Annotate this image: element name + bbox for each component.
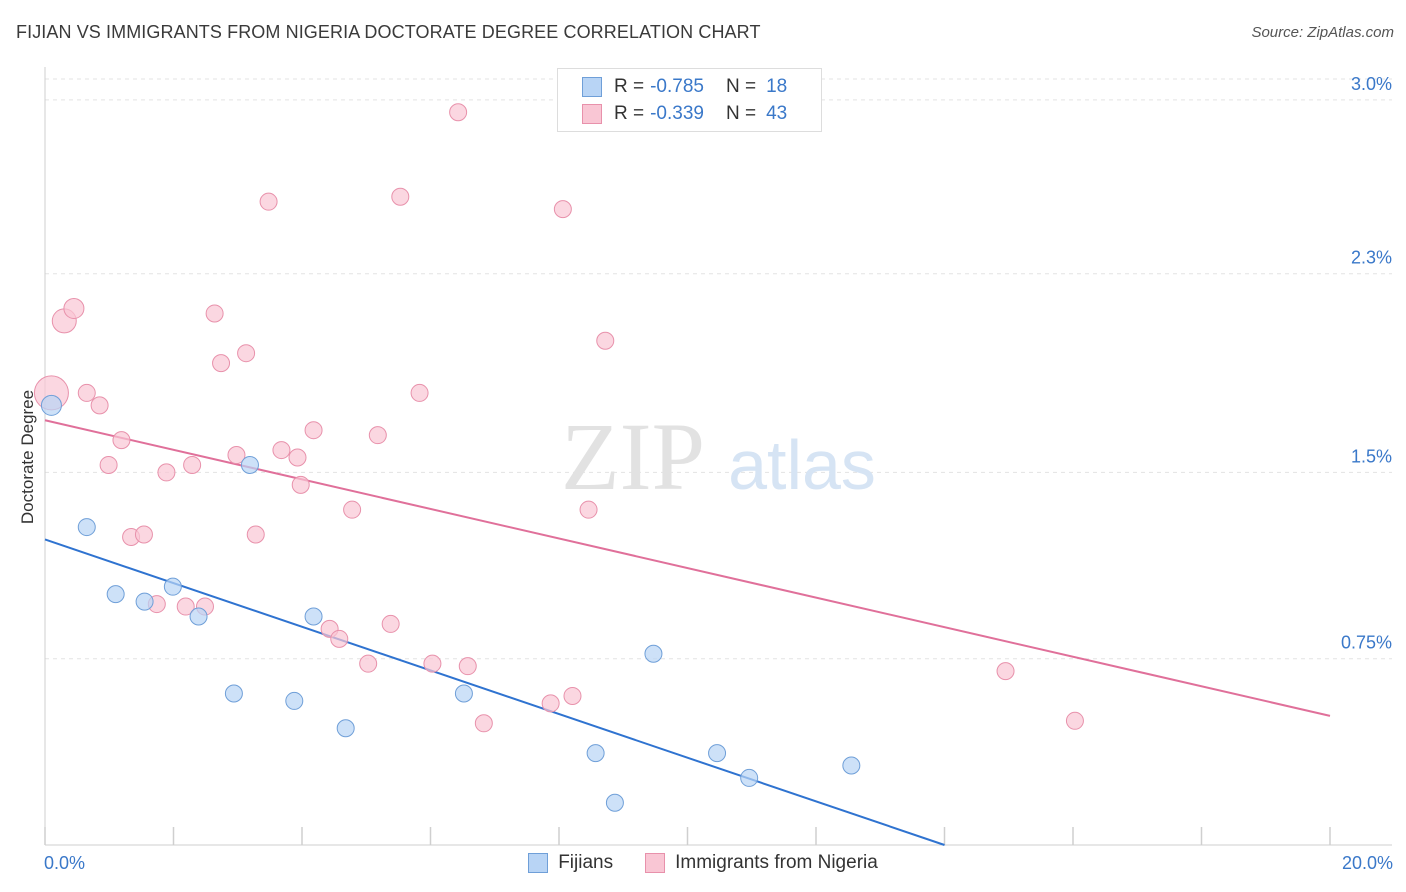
nigeria-point [1065,711,1084,730]
nigeria-point [343,500,362,519]
nigeria-trend-line [44,419,1331,717]
correlation-legend: R = -0.785 N = 18 R = -0.339 N = 43 [557,68,822,132]
nigeria-point [304,421,323,440]
nigeria-point [63,297,85,319]
fijians-legend-swatch [528,853,549,873]
nigeria-point [183,455,202,474]
trend-lines [44,419,1331,846]
y-tick-label: 1.5% [1351,446,1392,466]
chart-title: FIJIAN VS IMMIGRANTS FROM NIGERIA DOCTOR… [16,22,761,42]
fijians-point [106,585,125,604]
nigeria-point [391,187,410,206]
nigeria-point [474,714,493,733]
nigeria-point [996,662,1015,681]
nigeria-point [291,475,310,494]
nigeria-point [458,657,477,676]
fijians-point [77,518,96,537]
nigeria-point [579,500,598,519]
fijians-trend-line [44,538,945,846]
axes [44,67,1392,846]
r-label: R = [614,103,645,124]
nigeria-point [90,396,109,415]
nigeria-point [272,441,291,460]
r-label: R = [614,76,645,97]
nigeria-point [541,694,560,713]
nigeria-point [359,654,378,673]
source-credit: Source: ZipAtlas.com [1251,24,1394,41]
fijians-point [224,684,243,703]
nigeria-r-value: -0.339 [650,103,704,124]
fijians-point [189,607,208,626]
nigeria-point [449,103,468,122]
nigeria-point [176,597,195,616]
fijians-point [708,744,727,763]
nigeria-point [134,525,153,544]
nigeria-point [237,344,256,363]
nigeria-point [99,455,118,474]
fijians-n-value: 18 [766,76,788,97]
nigeria-point [246,525,265,544]
fijians-point [586,744,605,763]
fijians-point [40,394,62,416]
legend-item-nigeria[interactable]: Immigrants from Nigeria [645,852,878,874]
x-tick-labels: 0.0% 20.0% [44,853,1393,873]
fijians-point [135,592,154,611]
fijians-point [240,455,259,474]
nigeria-point [205,304,224,323]
fijians-point [740,768,759,787]
nigeria-legend-swatch [645,853,666,873]
watermark-atlas: atlas [728,426,876,504]
series-legend: Fijians Immigrants from Nigeria [0,852,1406,874]
fijians-point [285,691,304,710]
fijians-r-value: -0.785 [650,76,704,97]
nigeria-point [423,654,442,673]
fijians-point [454,684,473,703]
legend-row-nigeria: R = -0.339 N = 43 [582,102,787,126]
y-tick-label: 2.3% [1351,248,1392,268]
nigeria-point [77,383,96,402]
x-tick-label: 0.0% [44,853,85,873]
nigeria-point [563,686,582,705]
legend-item-fijians[interactable]: Fijians [528,852,613,874]
watermark: ZIP atlas [561,403,876,510]
nigeria-point [330,629,349,648]
fijians-point [605,793,624,812]
fijians-point [336,719,355,738]
nigeria-point [553,200,572,219]
nigeria-point [381,614,400,633]
fijians-point [644,644,663,663]
nigeria-swatch [582,104,602,124]
grid-lines [45,78,1392,660]
nigeria-n-value: 43 [766,103,788,124]
nigeria-point [157,463,176,482]
y-tick-label: 0.75% [1341,633,1392,653]
x-tick-label: 20.0% [1342,853,1393,873]
n-label: N = [725,103,757,124]
y-tick-label: 3.0% [1351,74,1392,94]
legend-row-fijians: R = -0.785 N = 18 [582,75,787,99]
nigeria-point [112,431,131,450]
nigeria-point [212,354,231,373]
nigeria-point [410,383,429,402]
data-points [33,103,1084,812]
fijians-legend-label: Fijians [558,852,614,873]
nigeria-legend-label: Immigrants from Nigeria [675,852,878,873]
n-label: N = [725,76,757,97]
nigeria-point [288,448,307,467]
fijians-point [304,607,323,626]
nigeria-point [368,426,387,445]
fijians-point [163,577,182,596]
fijians-point [842,756,861,775]
nigeria-point [227,446,246,465]
watermark-zip: ZIP [561,403,705,510]
y-axis-label: Doctorate Degree [18,390,37,524]
fijians-swatch [582,77,602,97]
nigeria-point [596,331,615,350]
nigeria-point [259,192,278,211]
y-tick-labels: 0.75% 1.5% 2.3% 3.0% [1341,74,1392,653]
